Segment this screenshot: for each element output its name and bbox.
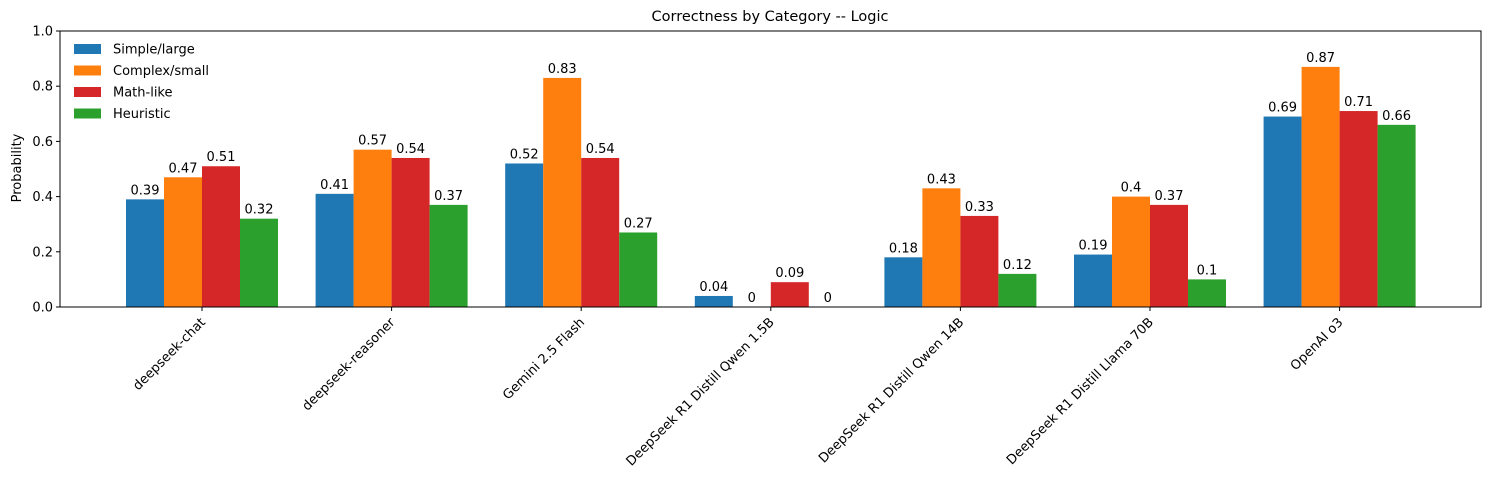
bar [353, 149, 392, 307]
y-axis: 0.0 0.2 0.4 0.6 0.8 1.0 [32, 25, 60, 316]
bar-value-label: 0.41 [320, 178, 349, 193]
bar-value-label: 0.47 [169, 161, 198, 176]
bar [581, 157, 620, 307]
bar [543, 77, 582, 307]
bar-value-label: 0.43 [927, 172, 956, 187]
bar-value-label: 0.1 [1197, 263, 1218, 278]
bar-value-label: 0.18 [889, 241, 918, 256]
bar [960, 215, 999, 307]
bar-value-label: 0.52 [510, 147, 539, 162]
bar [1188, 279, 1226, 307]
legend: Simple/large Complex/small Math-like Heuris… [74, 43, 209, 122]
bar-value-label: 0.39 [131, 183, 160, 198]
bar [1150, 204, 1188, 307]
bar-value-label: 0.83 [548, 62, 577, 77]
bar-value-label: 0.71 [1344, 95, 1373, 110]
x-tick-label: DeepSeek R1 Distill Qwen 14B [816, 315, 967, 466]
bar [1263, 116, 1302, 307]
bar [770, 282, 809, 307]
bar-value-label: 0.4 [1121, 181, 1142, 196]
y-tick-label: 0.0 [32, 301, 53, 316]
legend-label: Complex/small [113, 64, 209, 79]
bar-value-label: 0.32 [245, 203, 274, 218]
bar [505, 163, 544, 307]
y-tick-label: 1.0 [32, 25, 53, 40]
legend-label: Simple/large [113, 43, 195, 58]
y-axis-title: Probability [10, 133, 25, 202]
x-tick-label: OpenAI o3 [1288, 315, 1347, 374]
bar [619, 232, 658, 307]
plot-frame [59, 30, 1482, 308]
bar-value-label: 0.54 [586, 142, 615, 157]
bar [391, 157, 430, 307]
bar [429, 204, 468, 307]
bar [1301, 66, 1340, 307]
y-tick-label: 0.4 [32, 190, 53, 205]
bar [694, 295, 733, 307]
bar-value-label: 0 [748, 291, 756, 306]
bar-value-label: 0.19 [1079, 239, 1108, 254]
x-tick-label: deepseek-reasoner [300, 315, 399, 414]
bar-value-label: 0.04 [699, 280, 728, 295]
legend-label: Math-like [113, 86, 173, 101]
bar-value-label: 0.33 [965, 200, 994, 215]
x-tick-label: DeepSeek R1 Distill Qwen 1.5B [624, 315, 778, 469]
bar [164, 177, 202, 307]
x-axis: deepseek-chat deepseek-reasoner Gemini 2.5… [130, 307, 1346, 469]
bar-value-label: 0.57 [358, 134, 387, 149]
legend-swatch [74, 108, 101, 119]
y-tick-label: 0.6 [32, 135, 53, 150]
bar-value-label: 0.51 [207, 150, 236, 165]
bar-value-label: 0.09 [775, 266, 804, 281]
legend-swatch [74, 44, 101, 54]
bar-value-label: 0.69 [1268, 101, 1297, 116]
bar [315, 193, 354, 307]
x-tick-label: deepseek-chat [130, 315, 208, 393]
legend-label: Heuristic [113, 107, 171, 122]
y-tick-label: 0.8 [32, 80, 53, 95]
x-tick-label: Gemini 2.5 Flash [500, 315, 588, 403]
bar-value-label: 0.12 [1003, 258, 1032, 273]
bar-value-label: 0.37 [434, 189, 463, 204]
bar-value-label: 0.54 [396, 142, 425, 157]
x-tick-label: DeepSeek R1 Distill Llama 70B [1004, 315, 1157, 468]
bar [922, 188, 961, 307]
bar [998, 273, 1037, 307]
bar [1074, 254, 1112, 307]
bar-value-label: 0.66 [1382, 109, 1411, 124]
bar [884, 257, 923, 307]
bar [126, 199, 164, 307]
bar [240, 218, 278, 307]
bar-value-label: 0.87 [1306, 51, 1335, 66]
bar-value-label: 0.37 [1155, 189, 1184, 204]
bar-value-label: 0 [824, 291, 832, 306]
y-tick-label: 0.2 [32, 245, 53, 260]
legend-swatch [74, 65, 101, 76]
bars-layer: 0.39 0.47 0.51 0.32 0.41 0.57 0.54 0.37 0.52 0.83… [126, 51, 1416, 307]
bar [202, 166, 240, 307]
legend-swatch [74, 87, 101, 97]
bar [1112, 196, 1150, 307]
bar [1377, 124, 1416, 307]
bar [1339, 111, 1378, 307]
chart-title: Correctness by Category -- Logic [652, 9, 889, 25]
bar-value-label: 0.27 [624, 216, 653, 231]
